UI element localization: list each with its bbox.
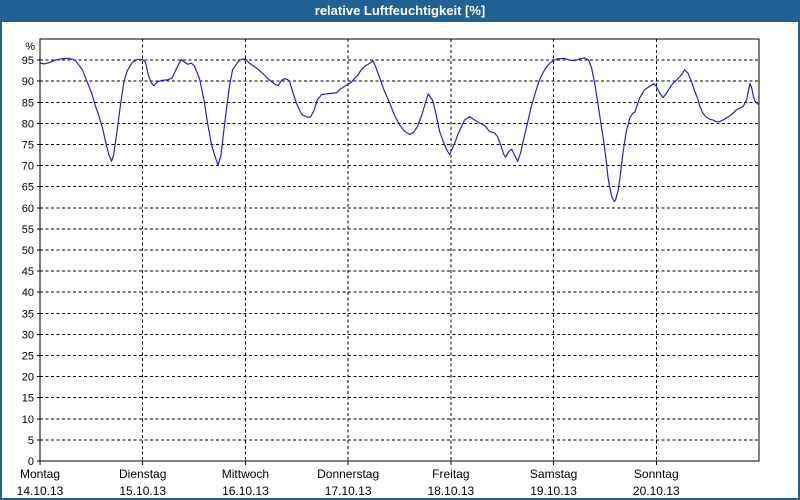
y-tick-label: 90 (22, 76, 34, 88)
y-tick-label: 95 (22, 55, 34, 67)
y-tick-label: 5 (28, 435, 34, 447)
x-date-label: 14.10.13 (17, 484, 64, 498)
x-date-label: 18.10.13 (427, 484, 474, 498)
x-date-label: 20.10.13 (633, 484, 680, 498)
y-tick-label: 0 (28, 456, 34, 468)
x-date-label: 16.10.13 (222, 484, 269, 498)
y-tick-label: 65 (22, 182, 34, 194)
y-tick-label: 45 (22, 266, 34, 278)
y-tick-label: 75 (22, 140, 34, 152)
y-tick-label: 50 (22, 245, 34, 257)
y-tick-label: 20 (22, 372, 34, 384)
window-title: relative Luftfeuchtigkeit [%] (314, 3, 486, 18)
y-axis-unit-label: % (25, 41, 35, 53)
y-tick-label: 85 (22, 97, 34, 109)
y-tick-label: 25 (22, 351, 34, 363)
axis-labels: 0 5 10 15 20 25 30 35 40 45 50 55 60 65 70 75 80 85 90 95% M… (17, 41, 680, 498)
x-day-label: Samstag (530, 467, 577, 481)
x-day-label: Sonntag (634, 467, 679, 481)
axes (37, 38, 760, 465)
y-tick-label: 80 (22, 118, 34, 130)
x-day-label: Montag (20, 467, 60, 481)
plot-frame (39, 38, 760, 462)
x-day-label: Freitag (432, 467, 469, 481)
x-date-label: 19.10.13 (530, 484, 577, 498)
x-day-label: Donnerstag (317, 467, 379, 481)
y-tick-label: 40 (22, 287, 34, 299)
window-titlebar: relative Luftfeuchtigkeit [%] (0, 0, 800, 22)
x-date-label: 15.10.13 (119, 484, 166, 498)
gridlines (40, 39, 759, 461)
y-tick-label: 55 (22, 224, 34, 236)
y-tick-label: 35 (22, 308, 34, 320)
x-day-label: Dienstag (119, 467, 166, 481)
x-date-label: 17.10.13 (325, 484, 372, 498)
series-lines (39, 57, 760, 203)
humidity-line (39, 57, 760, 203)
y-tick-label: 15 (22, 393, 34, 405)
y-tick-label: 70 (22, 161, 34, 173)
x-day-label: Mittwoch (222, 467, 269, 481)
y-tick-label: 30 (22, 329, 34, 341)
y-tick-label: 60 (22, 203, 34, 215)
y-tick-label: 10 (22, 414, 34, 426)
